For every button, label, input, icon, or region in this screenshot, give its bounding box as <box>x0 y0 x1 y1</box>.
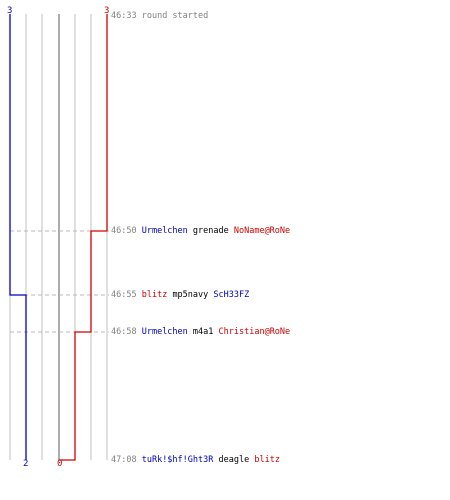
event-victim: NoName@RoNe <box>233 226 291 236</box>
blue-end-score: 2 <box>23 459 29 469</box>
event-weapon: grenade <box>192 226 229 236</box>
red-team-line <box>59 14 108 461</box>
event-killer: Urmelchen <box>141 226 188 236</box>
event-time: 46:33 <box>111 11 137 21</box>
event-kill: 46:50 Urmelchen grenade NoName@RoNe <box>111 226 290 236</box>
event-time: 46:50 <box>111 226 137 236</box>
event-kill: 47:08 tuRk!$hf!Ght3R deagle blitz <box>111 455 280 465</box>
event-kill: 46:55 blitz mp5navy ScH33FZ <box>111 290 249 300</box>
blue-team-line <box>9 14 27 460</box>
blue-start-score: 3 <box>7 6 13 16</box>
event-time: 46:55 <box>111 290 137 300</box>
event-round-start: 46:33 round started <box>111 11 208 21</box>
grid-lines <box>9 14 108 460</box>
event-victim: blitz <box>254 455 280 465</box>
event-victim: ScH33FZ <box>213 290 250 300</box>
event-time: 47:08 <box>111 455 137 465</box>
event-killer: tuRk!$hf!Ght3R <box>141 455 214 465</box>
red-start-score: 3 <box>104 6 110 16</box>
event-weapon: m4a1 <box>192 327 214 337</box>
event-killer: blitz <box>141 290 168 300</box>
event-killer: Urmelchen <box>141 327 188 337</box>
event-weapon: deagle <box>218 455 250 465</box>
event-note: round started <box>141 11 209 21</box>
event-victim: Christian@RoNe <box>218 327 291 337</box>
event-kill: 46:58 Urmelchen m4a1 Christian@RoNe <box>111 327 290 337</box>
event-time: 46:58 <box>111 327 137 337</box>
event-weapon: mp5navy <box>172 290 209 300</box>
red-end-score: 0 <box>57 459 63 469</box>
